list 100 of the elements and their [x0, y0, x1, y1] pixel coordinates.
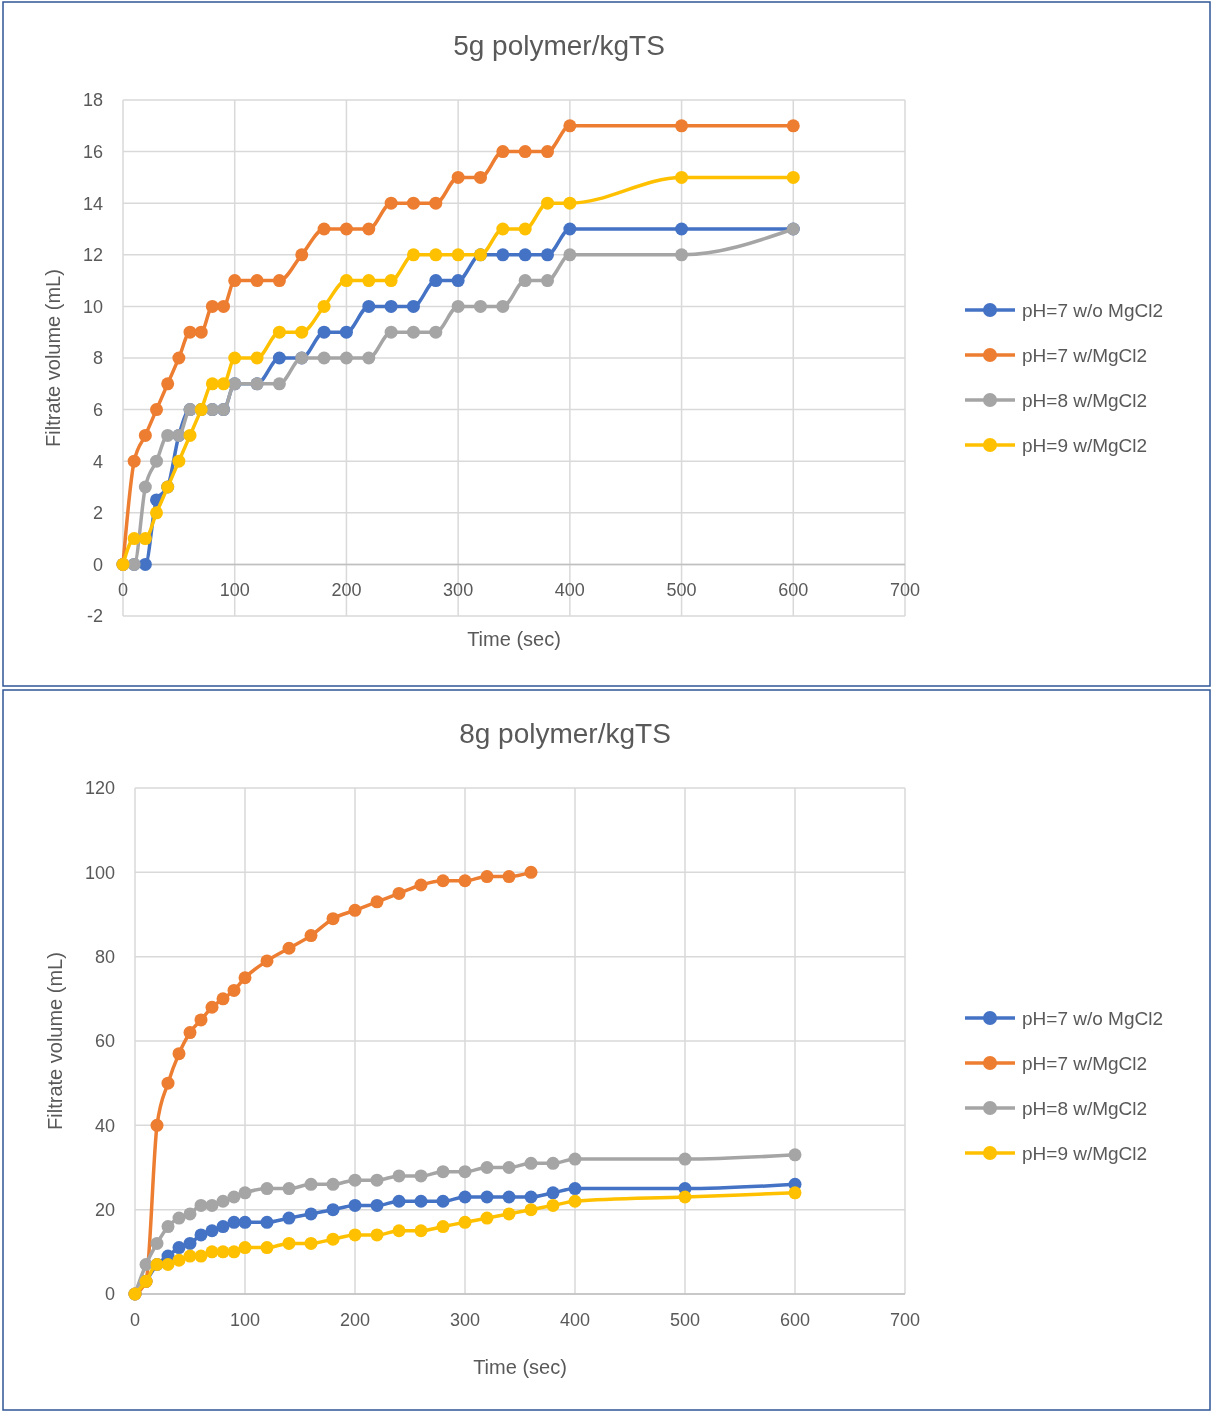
point — [282, 1211, 296, 1225]
y-tick-label: 60 — [94, 1031, 115, 1052]
x-tick-label: 400 — [554, 580, 585, 601]
point — [295, 248, 309, 262]
y-tick-label: 18 — [82, 90, 103, 111]
point — [272, 274, 286, 288]
point — [227, 1215, 241, 1229]
point — [150, 506, 164, 520]
x-tick-label: 200 — [339, 1310, 371, 1330]
point — [272, 351, 286, 365]
y-axis-title: Filtrate volume (mL) — [42, 269, 64, 447]
y-axis-title: Filtrate volume (mL) — [44, 952, 66, 1130]
point — [568, 1182, 582, 1196]
point — [362, 274, 376, 288]
x-tick-label: 200 — [331, 580, 362, 601]
x-tick-label: 500 — [669, 1310, 701, 1330]
y-tick-label: 12 — [82, 245, 103, 266]
point — [675, 170, 689, 184]
point — [339, 274, 353, 288]
point — [451, 170, 465, 184]
point — [524, 865, 538, 879]
point — [260, 1215, 274, 1229]
point — [161, 428, 175, 442]
point — [183, 1207, 197, 1221]
point — [414, 1194, 428, 1208]
point — [480, 1211, 494, 1225]
point — [172, 351, 186, 365]
point — [317, 299, 331, 313]
y-tick-label: 120 — [84, 778, 115, 799]
legend-label: pH=8 w/MgCl2 — [1022, 389, 1148, 411]
point — [392, 886, 406, 900]
point — [216, 1245, 230, 1259]
point — [304, 1236, 318, 1250]
point — [392, 1169, 406, 1183]
point — [150, 403, 164, 417]
point — [138, 428, 152, 442]
x-tick-label: 600 — [778, 580, 809, 601]
point — [678, 1190, 692, 1204]
point — [138, 557, 152, 571]
point — [392, 1194, 406, 1208]
point — [183, 428, 197, 442]
point — [161, 377, 175, 391]
point — [370, 1198, 384, 1212]
point — [406, 248, 420, 262]
legend-label: pH=7 w/o MgCl2 — [1022, 1007, 1163, 1029]
point — [384, 274, 398, 288]
y-tick-label: 8 — [92, 348, 103, 369]
point — [414, 1224, 428, 1238]
point — [326, 1203, 340, 1217]
point — [362, 222, 376, 236]
point — [339, 351, 353, 365]
point — [260, 1241, 274, 1255]
x-tick-label: 0 — [117, 580, 129, 601]
point — [227, 983, 241, 997]
x-tick-label: 700 — [889, 1310, 921, 1330]
y-tick-label: 80 — [94, 946, 115, 967]
legend-label: pH=9 w/MgCl2 — [1022, 1142, 1148, 1164]
point — [524, 1203, 538, 1217]
point — [541, 274, 555, 288]
point — [326, 912, 340, 926]
point — [429, 325, 443, 339]
y-tick-label: 14 — [82, 193, 103, 214]
point — [458, 1215, 472, 1229]
legend-label: pH=9 w/MgCl2 — [1022, 434, 1148, 456]
point — [362, 299, 376, 313]
point — [370, 895, 384, 909]
point — [436, 874, 450, 888]
point — [205, 1245, 219, 1259]
y-tick-label: 16 — [82, 141, 103, 162]
point — [139, 1257, 153, 1271]
point — [348, 1228, 362, 1242]
point — [414, 1169, 428, 1183]
point — [675, 248, 689, 262]
point — [304, 1207, 318, 1221]
point — [172, 1211, 186, 1225]
point — [228, 351, 242, 365]
y-tick-label: 20 — [94, 1199, 115, 1220]
x-axis-title: Time (sec) — [467, 628, 561, 650]
point — [194, 1013, 208, 1027]
point — [546, 1198, 560, 1212]
point — [518, 274, 532, 288]
point — [473, 299, 487, 313]
x-tick-label: 100 — [219, 580, 250, 601]
x-tick-label: 300 — [449, 1310, 481, 1330]
point — [238, 1215, 252, 1229]
point — [227, 1190, 241, 1204]
y-tick-label: 0 — [104, 1284, 115, 1305]
point — [406, 196, 420, 210]
point — [480, 870, 494, 884]
point — [172, 454, 186, 468]
point — [370, 1228, 384, 1242]
point — [150, 1118, 164, 1132]
point — [675, 222, 689, 236]
point — [194, 325, 208, 339]
point — [786, 119, 800, 133]
point — [127, 532, 141, 546]
point — [183, 1236, 197, 1250]
point — [384, 299, 398, 313]
point — [150, 1236, 164, 1250]
legend-label: pH=7 w/MgCl2 — [1022, 344, 1148, 366]
